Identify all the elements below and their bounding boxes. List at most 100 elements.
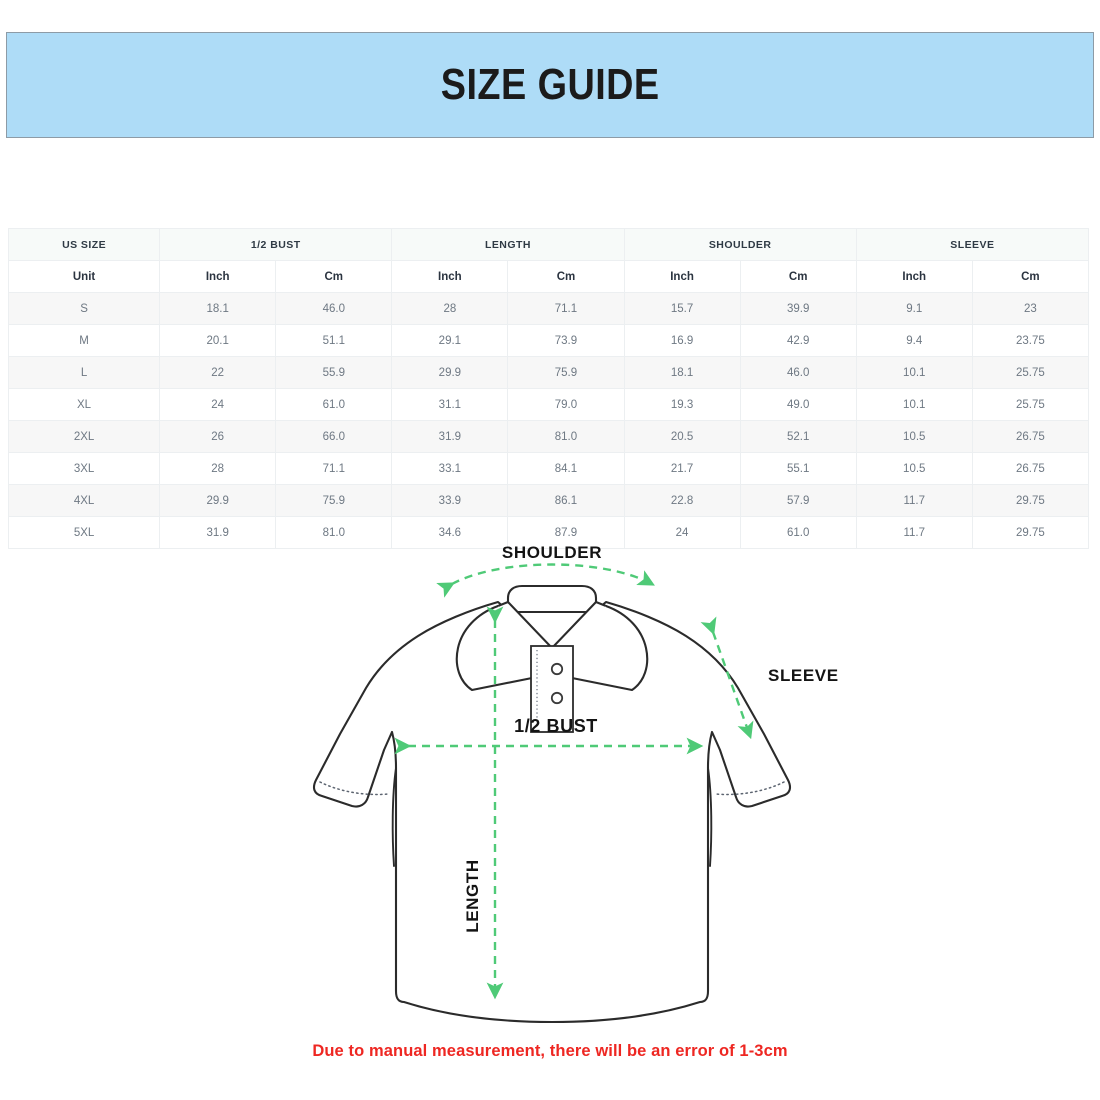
cell-sleeve-cm: 26.75 bbox=[971, 452, 1090, 485]
cell-shoulder-cm: 57.9 bbox=[739, 484, 857, 517]
cell-length-inch: 31.1 bbox=[391, 388, 509, 421]
cell-length-cm: 81.0 bbox=[507, 420, 625, 453]
cell-sleeve-inch: 10.5 bbox=[855, 420, 973, 453]
table-group-header-row: US SIZE 1/2 BUST LENGTH SHOULDER SLEEVE bbox=[7, 228, 1090, 261]
collar bbox=[455, 584, 649, 692]
cell-bust-inch: 28 bbox=[159, 452, 277, 485]
cell-length-inch: 31.9 bbox=[391, 420, 509, 453]
unit-header-bust-inch: Inch bbox=[159, 260, 277, 293]
cell-sleeve-inch: 9.1 bbox=[855, 292, 973, 325]
group-header-sleeve: SLEEVE bbox=[855, 228, 1090, 261]
sleeve-cuff-stitching bbox=[319, 781, 785, 796]
cell-sleeve-cm: 29.75 bbox=[971, 484, 1090, 517]
unit-header-bust-cm: Cm bbox=[275, 260, 393, 293]
cell-size: 5XL bbox=[7, 516, 161, 549]
length-label: LENGTH bbox=[463, 859, 482, 932]
cell-shoulder-inch: 18.1 bbox=[623, 356, 741, 389]
cell-length-inch: 29.9 bbox=[391, 356, 509, 389]
cell-sleeve-cm: 25.75 bbox=[971, 356, 1090, 389]
cell-length-cm: 75.9 bbox=[507, 356, 625, 389]
sleeve-seams bbox=[391, 767, 713, 867]
cell-bust-cm: 66.0 bbox=[275, 420, 393, 453]
cell-shoulder-inch: 21.7 bbox=[623, 452, 741, 485]
cell-shoulder-cm: 55.1 bbox=[739, 452, 857, 485]
size-guide-banner: SIZE GUIDE bbox=[6, 32, 1094, 138]
cell-shoulder-inch: 19.3 bbox=[623, 388, 741, 421]
shirt-outline bbox=[312, 600, 792, 1024]
cell-shoulder-cm: 52.1 bbox=[739, 420, 857, 453]
table-row: 2XL 26 66.0 31.9 81.0 20.5 52.1 10.5 26.75 bbox=[7, 420, 1090, 453]
cell-length-cm: 86.1 bbox=[507, 484, 625, 517]
cell-length-inch: 33.9 bbox=[391, 484, 509, 517]
cell-length-inch: 28 bbox=[391, 292, 509, 325]
cell-shoulder-cm: 39.9 bbox=[739, 292, 857, 325]
cell-shoulder-cm: 46.0 bbox=[739, 356, 857, 389]
measurement-disclaimer: Due to manual measurement, there will be… bbox=[312, 1042, 788, 1060]
cell-bust-cm: 55.9 bbox=[275, 356, 393, 389]
cell-shoulder-inch: 16.9 bbox=[623, 324, 741, 357]
table-row: 3XL 28 71.1 33.1 84.1 21.7 55.1 10.5 26.75 bbox=[7, 452, 1090, 485]
cell-length-cm: 84.1 bbox=[507, 452, 625, 485]
size-table-body: S 18.1 46.0 28 71.1 15.7 39.9 9.1 23 M 20.1 51.1 29.… bbox=[7, 292, 1090, 549]
cell-sleeve-inch: 10.5 bbox=[855, 452, 973, 485]
cell-bust-inch: 26 bbox=[159, 420, 277, 453]
cell-size: M bbox=[7, 324, 161, 357]
cell-length-inch: 33.1 bbox=[391, 452, 509, 485]
cell-length-inch: 34.6 bbox=[391, 516, 509, 549]
cell-shoulder-inch: 22.8 bbox=[623, 484, 741, 517]
cell-sleeve-cm: 29.75 bbox=[971, 516, 1090, 549]
cell-bust-cm: 75.9 bbox=[275, 484, 393, 517]
group-header-us-size: US SIZE bbox=[7, 228, 161, 261]
cell-bust-inch: 22 bbox=[159, 356, 277, 389]
button-placket bbox=[530, 645, 574, 733]
cell-shoulder-cm: 42.9 bbox=[739, 324, 857, 357]
size-chart-table: US SIZE 1/2 BUST LENGTH SHOULDER SLEEVE … bbox=[7, 228, 1090, 549]
cell-size: 2XL bbox=[7, 420, 161, 453]
sleeve-label: SLEEVE bbox=[768, 666, 839, 685]
table-row: 4XL 29.9 75.9 33.9 86.1 22.8 57.9 11.7 29.75 bbox=[7, 484, 1090, 517]
placket-buttons bbox=[550, 662, 564, 705]
cell-shoulder-cm: 49.0 bbox=[739, 388, 857, 421]
cell-bust-cm: 61.0 bbox=[275, 388, 393, 421]
cell-bust-cm: 81.0 bbox=[275, 516, 393, 549]
cell-length-cm: 79.0 bbox=[507, 388, 625, 421]
unit-header-sleeve-inch: Inch bbox=[855, 260, 973, 293]
group-header-shoulder: SHOULDER bbox=[623, 228, 857, 261]
cell-length-cm: 71.1 bbox=[507, 292, 625, 325]
cell-bust-inch: 29.9 bbox=[159, 484, 277, 517]
shoulder-measure-arrow bbox=[436, 563, 655, 598]
cell-sleeve-cm: 26.75 bbox=[971, 420, 1090, 453]
cell-size: XL bbox=[7, 388, 161, 421]
group-header-length: LENGTH bbox=[391, 228, 625, 261]
cell-bust-cm: 46.0 bbox=[275, 292, 393, 325]
unit-header-shoulder-inch: Inch bbox=[623, 260, 741, 293]
cell-sleeve-cm: 23.75 bbox=[971, 324, 1090, 357]
cell-sleeve-inch: 10.1 bbox=[855, 356, 973, 389]
table-unit-header-row: Unit Inch Cm Inch Cm Inch Cm Inch Cm bbox=[7, 260, 1090, 293]
measurement-diagram: SHOULDER 1/2 BUST LENGTH SLEEVE bbox=[0, 536, 1100, 1036]
table-row: M 20.1 51.1 29.1 73.9 16.9 42.9 9.4 23.75 bbox=[7, 324, 1090, 357]
unit-header-length-cm: Cm bbox=[507, 260, 625, 293]
cell-shoulder-inch: 20.5 bbox=[623, 420, 741, 453]
table-row: L 22 55.9 29.9 75.9 18.1 46.0 10.1 25.75 bbox=[7, 356, 1090, 389]
cell-sleeve-inch: 11.7 bbox=[855, 484, 973, 517]
unit-header-shoulder-cm: Cm bbox=[739, 260, 857, 293]
cell-bust-cm: 51.1 bbox=[275, 324, 393, 357]
unit-header-sleeve-cm: Cm bbox=[971, 260, 1090, 293]
group-header-bust: 1/2 BUST bbox=[159, 228, 393, 261]
table-row: 5XL 31.9 81.0 34.6 87.9 24 61.0 11.7 29.75 bbox=[7, 516, 1090, 549]
table-row: S 18.1 46.0 28 71.1 15.7 39.9 9.1 23 bbox=[7, 292, 1090, 325]
cell-size: 3XL bbox=[7, 452, 161, 485]
cell-shoulder-inch: 24 bbox=[623, 516, 741, 549]
cell-bust-inch: 18.1 bbox=[159, 292, 277, 325]
cell-bust-inch: 24 bbox=[159, 388, 277, 421]
cell-shoulder-cm: 61.0 bbox=[739, 516, 857, 549]
cell-sleeve-cm: 25.75 bbox=[971, 388, 1090, 421]
cell-bust-inch: 20.1 bbox=[159, 324, 277, 357]
cell-size: 4XL bbox=[7, 484, 161, 517]
cell-sleeve-inch: 9.4 bbox=[855, 324, 973, 357]
button-bottom bbox=[550, 691, 564, 705]
cell-sleeve-inch: 10.1 bbox=[855, 388, 973, 421]
cell-sleeve-inch: 11.7 bbox=[855, 516, 973, 549]
size-table-container: US SIZE 1/2 BUST LENGTH SHOULDER SLEEVE … bbox=[7, 228, 1090, 549]
